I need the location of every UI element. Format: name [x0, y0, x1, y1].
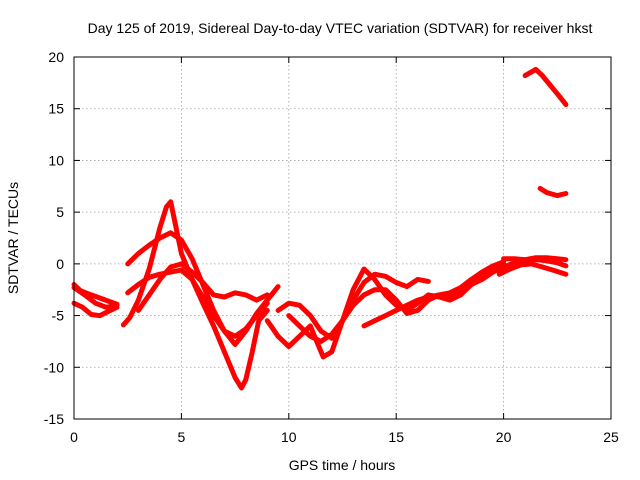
y-tick-label: 15 [48, 101, 64, 117]
y-tick-label: 10 [48, 152, 64, 168]
x-tick-label: 5 [178, 429, 186, 445]
series-track-14 [501, 255, 569, 263]
y-tick-label: -15 [44, 411, 64, 427]
x-tick-label: 10 [281, 429, 297, 445]
x-tick-label: 15 [388, 429, 404, 445]
series-track-3 [71, 285, 120, 310]
series-track-13 [496, 261, 569, 277]
series-track-2 [71, 300, 120, 319]
series-track-10 [286, 271, 431, 344]
y-axis-label: SDTVAR / TECUs [5, 182, 21, 294]
y-tick-labels: -15 -10 -5 0 5 10 15 20 [44, 49, 64, 427]
x-tick-label: 20 [496, 429, 512, 445]
series-track-15 [522, 66, 569, 108]
series-track-7 [135, 261, 270, 313]
y-tick-label: 0 [56, 256, 64, 272]
y-tick-label: 5 [56, 204, 64, 220]
series-track-9 [275, 269, 496, 341]
y-tick-label: -5 [52, 308, 65, 324]
y-gridlines [74, 108, 611, 368]
chart-title: Day 125 of 2019, Sidereal Day-to-day VTE… [88, 20, 593, 36]
x-axis-label: GPS time / hours [289, 457, 396, 473]
x-tick-labels: 0 5 10 15 20 25 [70, 429, 619, 445]
axis-ticks [73, 56, 612, 420]
series-track-11 [361, 259, 507, 329]
y-tick-label: 20 [48, 49, 64, 65]
x-tick-label: 25 [603, 429, 619, 445]
plot-frame [73, 56, 612, 420]
series-track-16 [537, 185, 569, 199]
plot-series [71, 66, 569, 391]
x-tick-label: 0 [70, 429, 78, 445]
y-tick-label: -10 [44, 359, 64, 375]
series-track-6 [125, 267, 270, 339]
